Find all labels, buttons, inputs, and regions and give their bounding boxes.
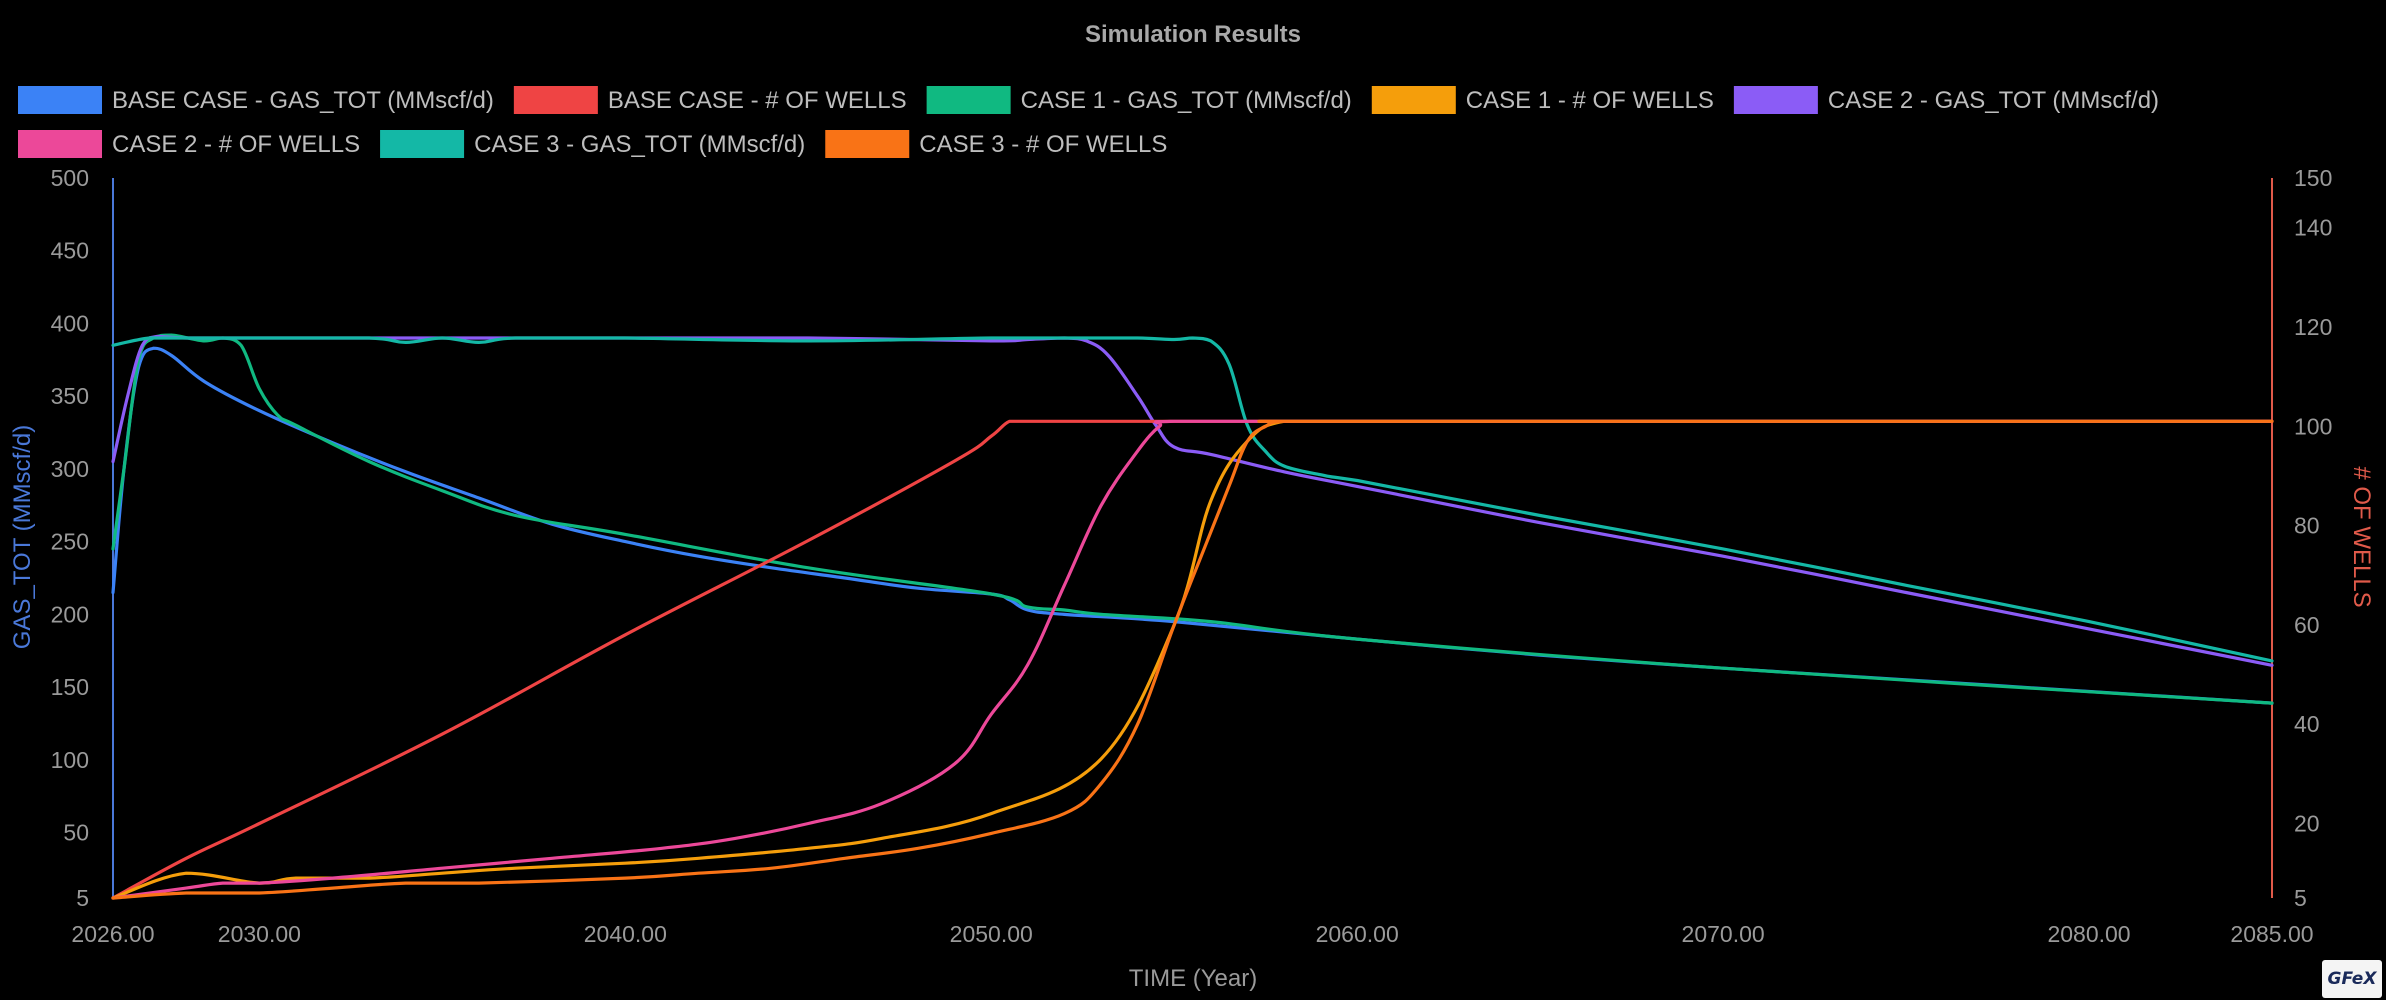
right-y-tick-label: 140 <box>2294 215 2332 241</box>
right-y-tick-label: 60 <box>2294 612 2320 638</box>
series-line-case-3-of-wells <box>111 419 2274 900</box>
logo-text: GFeX <box>2327 969 2377 989</box>
legend-swatch <box>825 130 910 158</box>
legend-swatch <box>18 130 102 158</box>
x-axis-title: TIME (Year) <box>1129 965 1257 992</box>
chart-legend: BASE CASE - GAS_TOT (MMscf/d) BASE CASE -… <box>18 86 2159 158</box>
right-y-axis-title: # OF WELLS <box>2348 466 2375 607</box>
legend-swatch <box>513 86 598 114</box>
left-y-tick-label: 50 <box>63 820 89 846</box>
x-tick-label: 2026.00 <box>71 921 154 947</box>
x-tick-label: 2085.00 <box>2230 921 2313 947</box>
legend-label: CASE 1 - # OF WELLS <box>1466 87 1714 114</box>
legend-swatch <box>18 86 102 114</box>
left-y-tick-label: 200 <box>51 601 89 627</box>
legend-label: CASE 1 - GAS_TOT (MMscf/d) <box>1021 87 1352 114</box>
series-line-case-1-of-wells <box>111 419 2274 900</box>
series-line-case-1-gas-tot-mmscf-d <box>111 333 2274 705</box>
legend-swatch <box>1371 86 1456 114</box>
series-line-case-2-gas-tot-mmscf-d <box>111 334 2274 667</box>
left-y-tick-label: 100 <box>51 747 89 773</box>
right-y-tick-label: 40 <box>2294 711 2320 737</box>
series-line-case-2-of-wells <box>111 419 2274 900</box>
left-y-tick-label: 350 <box>51 383 89 409</box>
gfex-logo: GFeX <box>2322 960 2382 998</box>
left-y-axis-title: GAS_TOT (MMscf/d) <box>9 425 36 649</box>
series-line-base-case-gas-tot-mmscf-d <box>111 346 2274 705</box>
x-tick-label: 2070.00 <box>1682 921 1765 947</box>
left-y-tick-label: 150 <box>51 674 89 700</box>
x-tick-label: 2050.00 <box>950 921 1033 947</box>
right-y-tick-label: 150 <box>2294 165 2332 191</box>
right-y-tick-label: 120 <box>2294 314 2332 340</box>
legend-swatch <box>926 86 1011 114</box>
x-tick-label: 2030.00 <box>218 921 301 947</box>
left-y-tick-label: 300 <box>51 456 89 482</box>
left-y-tick-label: 250 <box>51 529 89 555</box>
series-line-case-3-gas-tot-mmscf-d <box>111 336 2274 663</box>
right-y-tick-label: 20 <box>2294 811 2320 837</box>
chart-axes: 5 50 100 150 200 250 300 350 400 450 500 5 20 40 60 80 1… <box>51 165 2333 947</box>
legend-label: CASE 3 - GAS_TOT (MMscf/d) <box>474 131 805 158</box>
left-y-tick-label: 500 <box>51 165 89 191</box>
left-y-tick-label: 400 <box>51 310 89 336</box>
x-tick-label: 2060.00 <box>1316 921 1399 947</box>
left-y-tick-label: 5 <box>76 885 89 911</box>
x-tick-label: 2080.00 <box>2047 921 2130 947</box>
series-line-base-case-of-wells <box>111 419 2274 900</box>
right-y-tick-label: 5 <box>2294 885 2307 911</box>
chart-series <box>111 333 2274 900</box>
left-y-tick-label: 450 <box>51 238 89 264</box>
x-tick-label: 2040.00 <box>584 921 667 947</box>
legend-label: CASE 2 - # OF WELLS <box>112 131 360 158</box>
right-y-tick-label: 80 <box>2294 513 2320 539</box>
right-y-tick-label: 100 <box>2294 413 2332 439</box>
legend-label: CASE 3 - # OF WELLS <box>919 131 1167 158</box>
legend-swatch <box>380 130 465 158</box>
chart-title: Simulation Results <box>1085 21 1301 48</box>
legend-label: BASE CASE - # OF WELLS <box>608 87 907 114</box>
legend-label: CASE 2 - GAS_TOT (MMscf/d) <box>1828 87 2159 114</box>
legend-swatch <box>1733 86 1818 114</box>
legend-label: BASE CASE - GAS_TOT (MMscf/d) <box>112 87 494 114</box>
